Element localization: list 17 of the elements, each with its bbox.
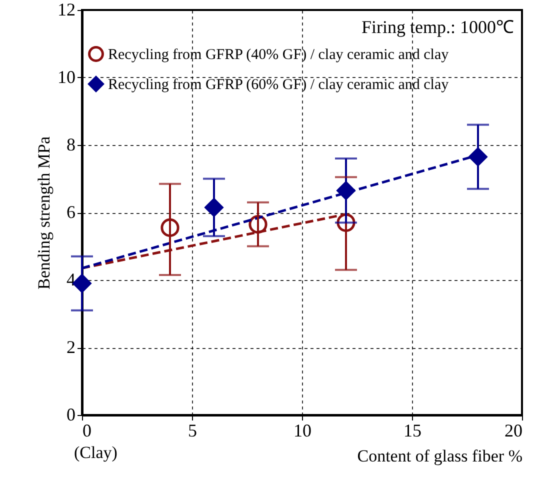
x-tick-label: 0 [82, 420, 92, 440]
x-axis-title: Content of glass fiber % [357, 446, 522, 466]
y-axis-title: Bending strength MPa [34, 136, 54, 290]
x-tick-label: 20 [504, 420, 522, 440]
y-tick-label: 6 [66, 202, 76, 222]
x-tick-label: 15 [404, 420, 422, 440]
y-tick-label: 2 [66, 337, 76, 357]
x-tick-label: 10 [294, 420, 312, 440]
legend-label: Recycling from GFRP (40% GF) / clay ceramic and clay [108, 47, 450, 63]
legend-label: Recycling from GFRP (60% GF) / clay ceramic and clay [108, 77, 450, 93]
x-tick-label: 5 [188, 420, 197, 440]
text: (Clay) [74, 443, 118, 462]
y-tick-label: 12 [58, 0, 76, 20]
y-tick-label: 0 [66, 404, 76, 424]
y-tick-label: 10 [58, 67, 76, 87]
annotation: Firing temp.: 1000℃ [362, 17, 514, 37]
y-tick-label: 8 [66, 134, 76, 154]
